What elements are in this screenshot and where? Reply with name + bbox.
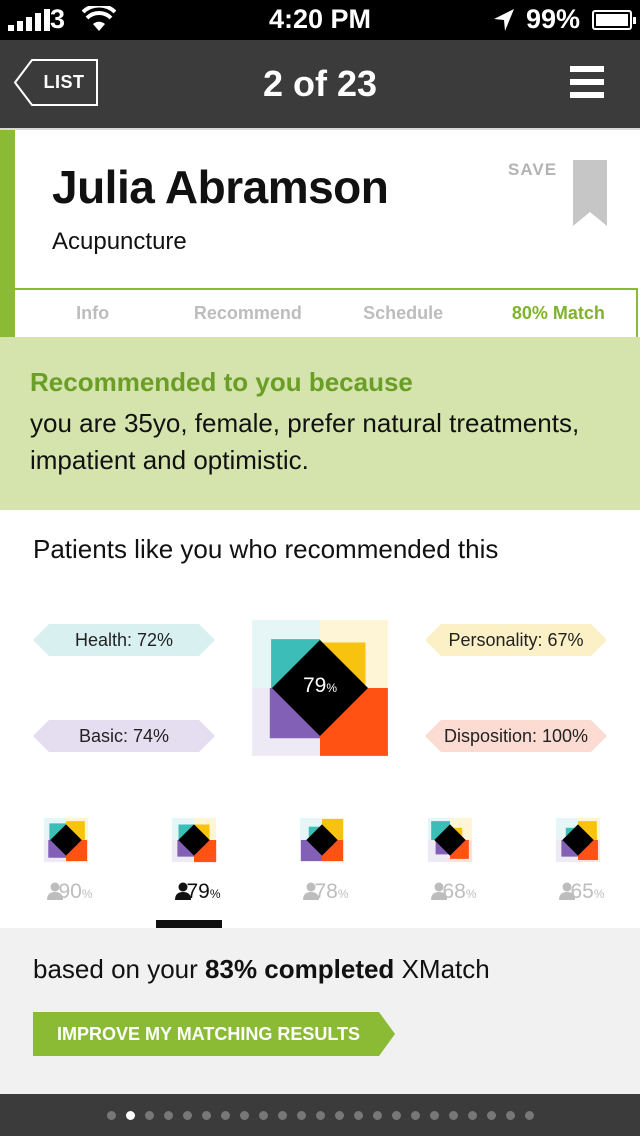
recommendation-panel: Recommended to you because you are 35yo,… (0, 337, 640, 510)
page-dot[interactable] (429, 1110, 439, 1120)
page-dot[interactable] (182, 1110, 192, 1120)
patient-match-percent: 65% (538, 880, 618, 904)
xmatch-completion-text: based on your 83% completed XMatch (33, 954, 490, 984)
bookmark-icon[interactable] (573, 160, 607, 226)
tab-match[interactable]: 80% Match (511, 303, 605, 323)
accent-bar (0, 130, 15, 339)
page-dot[interactable] (353, 1110, 363, 1120)
tab-info[interactable]: Info (76, 303, 110, 323)
page-dot[interactable] (258, 1110, 268, 1120)
page-dot[interactable] (220, 1110, 230, 1120)
page-dot[interactable] (106, 1110, 116, 1120)
patient-match-percent: 78% (282, 880, 362, 904)
basic-label: Basic: 74% (33, 720, 215, 752)
tab-recommend[interactable]: Recommend (193, 303, 302, 323)
page-title: 2 of 23 (262, 63, 378, 104)
overall-match-percent: 79% (302, 674, 338, 697)
provider-specialty: Acupuncture (52, 228, 187, 255)
match-center-diamond (50, 824, 82, 856)
page-dot[interactable] (334, 1110, 344, 1120)
page-dot[interactable] (505, 1110, 515, 1120)
page-dot[interactable] (239, 1110, 249, 1120)
person-icon (175, 882, 192, 900)
patient-thumbnail[interactable]: 90% (26, 808, 106, 928)
tab-schedule[interactable]: Schedule (363, 303, 444, 323)
person-icon (303, 882, 320, 900)
match-center-diamond (306, 824, 338, 856)
page-dot[interactable] (163, 1110, 173, 1120)
recommendation-heading: Recommended to you because (30, 367, 413, 397)
page-dot[interactable] (201, 1110, 211, 1120)
page-dot[interactable] (315, 1110, 325, 1120)
patient-match-percent: 79% (154, 880, 234, 904)
back-label: LIST (43, 72, 85, 92)
disposition-label: Disposition: 100% (425, 720, 607, 752)
personality-label: Personality: 67% (425, 624, 607, 656)
person-icon (47, 882, 64, 900)
page-dot[interactable] (296, 1110, 306, 1120)
patient-thumbnail[interactable]: 65% (538, 808, 618, 928)
battery-percent: 99% (526, 4, 581, 34)
clock: 4:20 PM (268, 4, 372, 34)
match-diamond-chart (252, 620, 388, 756)
mini-match-diamond (299, 817, 345, 863)
page-dot[interactable] (125, 1110, 135, 1120)
patient-match-percent: 68% (410, 880, 490, 904)
match-center-diamond (434, 824, 466, 856)
mini-match-diamond (427, 817, 473, 863)
patient-match-percent: 90% (26, 880, 106, 904)
selected-indicator (156, 920, 222, 928)
mini-match-diamond (555, 817, 601, 863)
page-dot[interactable] (277, 1110, 287, 1120)
page-dot[interactable] (391, 1110, 401, 1120)
improve-matching-button[interactable]: IMPROVE MY MATCHING RESULTS (33, 1012, 395, 1056)
mini-match-diamond (171, 817, 217, 863)
status-bar: 3 4:20 PM 99% (0, 0, 640, 40)
hamburger-icon[interactable] (570, 66, 604, 98)
person-icon (559, 882, 576, 900)
page-indicator (0, 1094, 640, 1136)
page-dot[interactable] (410, 1110, 420, 1120)
page-dot[interactable] (486, 1110, 496, 1120)
back-list-button[interactable]: LIST (14, 59, 98, 106)
match-center-diamond (272, 640, 368, 736)
provider-name: Julia Abramson (52, 161, 389, 213)
health-label: Health: 72% (33, 624, 215, 656)
patient-thumbnail[interactable]: 78% (282, 808, 362, 928)
page-dot[interactable] (448, 1110, 458, 1120)
carrier-label: 3 (50, 4, 66, 34)
navigation-bar: LIST 2 of 23 (0, 40, 640, 128)
back-arrow-icon (14, 59, 98, 106)
provider-card: Julia Abramson Acupuncture SAVE Info Rec… (0, 128, 640, 339)
battery-icon (592, 10, 636, 30)
patients-title: Patients like you who recommended this (33, 534, 499, 564)
tab-bar: Info Recommend Schedule 80% Match (15, 288, 638, 339)
wifi-icon (82, 6, 116, 31)
recommendation-body: you are 35yo, female, prefer natural tre… (30, 408, 580, 475)
mini-match-diamond (43, 817, 89, 863)
location-arrow-icon (494, 9, 514, 31)
xmatch-footer: based on your 83% completed XMatch IMPRO… (0, 928, 640, 1094)
page-dot[interactable] (144, 1110, 154, 1120)
signal-icon (8, 9, 50, 31)
match-center-diamond (562, 824, 594, 856)
similar-patients-list: 90% 79% 78% 68% 65% (0, 808, 640, 928)
patient-thumbnail[interactable]: 79% (154, 808, 234, 928)
page-dot[interactable] (372, 1110, 382, 1120)
page-dot[interactable] (467, 1110, 477, 1120)
page-dot[interactable] (524, 1110, 534, 1120)
save-label[interactable]: SAVE (508, 160, 558, 179)
person-icon (431, 882, 448, 900)
match-center-diamond (178, 824, 210, 856)
patient-thumbnail[interactable]: 68% (410, 808, 490, 928)
